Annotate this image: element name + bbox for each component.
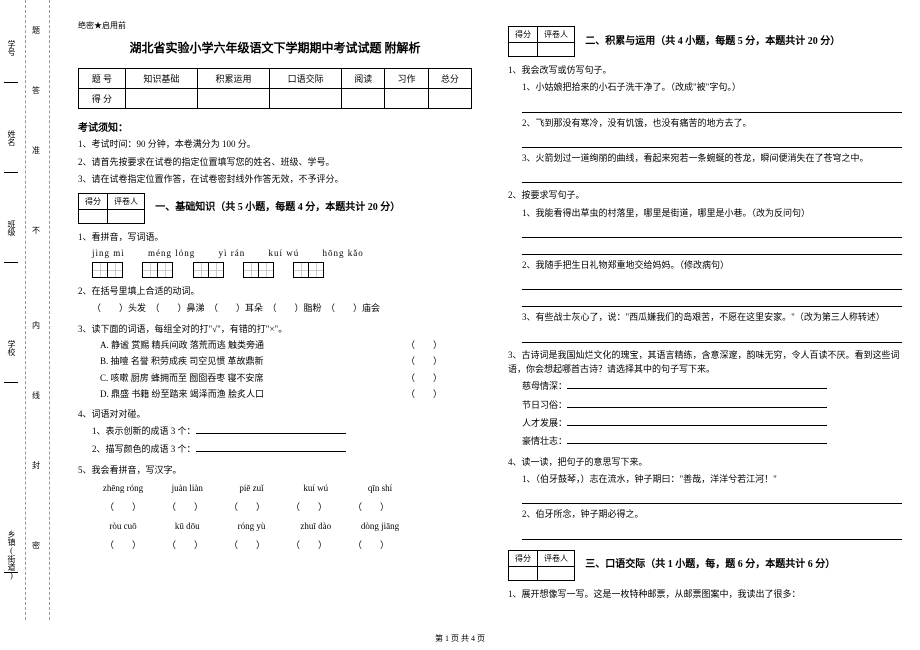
section-2-header: 得分评卷人 二、积累与运用（共 4 小题，每题 5 分，本题共计 20 分） xyxy=(508,26,902,57)
q2-2c: 3、有些战士灰心了，说："西瓜嫌我们的岛艰苦，不愿在这里安家。"（改为第三人称转… xyxy=(522,310,902,325)
q2-3-item: 慈母情深： xyxy=(522,379,902,394)
notice-item: 3、请在试卷指定位置作答，在试卷密封线外作答无效，不予评分。 xyxy=(78,173,472,187)
q2-4a: 1、（伯牙鼓琴，）志在流水，钟子期曰："善哉，洋洋兮若江河！" xyxy=(522,472,902,487)
q2-1c: 3、火箭划过一道绚丽的曲线，看起来宛若一条蜿蜒的苍龙，瞬间便消失在了苍穹之中。 xyxy=(522,151,902,166)
answer-line xyxy=(522,276,902,290)
q1-5: 5、我会看拼音，写汉字。 xyxy=(78,463,472,477)
left-column: 绝密★启用前 湖北省实验小学六年级语文下学期期中考试试题 附解析 题 号 知识基… xyxy=(50,0,490,620)
q2-3: 3、古诗词是我国灿烂文化的瑰宝，其语言精练，含意深邃，韵味无穷，令人百读不厌。看… xyxy=(508,348,902,377)
q1-1: 1、看拼音，写词语。 xyxy=(78,230,472,244)
exam-title: 湖北省实验小学六年级语文下学期期中考试试题 附解析 xyxy=(78,39,472,56)
seal-char: 密 xyxy=(32,540,40,551)
q2-1: 1、我会改写或仿写句子。 xyxy=(508,63,902,77)
section-1-header: 得分评卷人 一、基础知识（共 5 小题，每题 4 分，本题共计 20 分） xyxy=(78,193,472,224)
section-3-title: 三、口语交际（共 1 小题，每，题 6 分，本题共计 6 分） xyxy=(585,555,835,570)
notice-item: 2、请首先按要求在试卷的指定位置填写您的姓名、班级、学号。 xyxy=(78,156,472,170)
pinyin-grid-2: ròu cuō kū dōu róng yù zhuī dào dòng jiā… xyxy=(92,518,472,534)
answer-line xyxy=(522,329,902,343)
secret-label: 绝密★启用前 xyxy=(78,20,472,31)
binding-field-label: 姓名 xyxy=(6,130,17,146)
q2-4b: 2、伯牙所念，钟子期必得之。 xyxy=(522,507,902,522)
q1-3: 3、读下面的词语，每组全对的打"√"，有错的打"×"。 xyxy=(78,322,472,336)
score-box: 得分评卷人 xyxy=(78,193,145,224)
q2-2b: 2、我随手把生日礼物郑重地交给妈妈。（修改病句） xyxy=(522,258,902,273)
binding-field-label: 学校 xyxy=(6,340,17,356)
answer-line xyxy=(522,99,902,113)
q1-4: 4、词语对对碰。 xyxy=(78,407,472,421)
opt-b: B. 抽噎 名誉 积劳成疾 司空见惯 革故鼎新（ ） xyxy=(100,354,472,368)
q3-1: 1、展开想像写一写。这是一枚特种邮票，从邮票图案中，我读出了很多： xyxy=(508,587,902,601)
notice-heading: 考试须知： xyxy=(78,119,472,134)
table-row: 得 分 xyxy=(79,89,472,109)
pinyin-grid-1: zhēng róng juàn liàn piē zuǐ kuí wú qīn … xyxy=(92,480,472,496)
section-3-header: 得分评卷人 三、口语交际（共 1 小题，每，题 6 分，本题共计 6 分） xyxy=(508,550,902,581)
seal-char: 题 xyxy=(32,25,40,36)
seal-char: 封 xyxy=(32,460,40,471)
q2-3-item: 人才发展： xyxy=(522,416,902,431)
q1-2: 2、在括号里填上合适的动词。 xyxy=(78,284,472,298)
opt-c: C. 咳嗽 厨房 蜂拥而至 囫囵吞枣 寝不安席（ ） xyxy=(100,371,472,385)
score-box: 得分评卷人 xyxy=(508,550,575,581)
q2-4: 4、读一读，把句子的意思写下来。 xyxy=(508,455,902,469)
answer-line xyxy=(522,241,902,255)
seal-char: 内 xyxy=(32,320,40,331)
seal-char: 不 xyxy=(32,225,40,236)
seal-char: 答 xyxy=(32,85,40,96)
q2-1b: 2、飞到那没有寒冷，没有饥饿，也没有痛苦的地方去了。 xyxy=(522,116,902,131)
answer-line xyxy=(522,293,902,307)
table-row: 题 号 知识基础 积累运用 口语交际 阅读 习作 总分 xyxy=(79,69,472,89)
binding-field-label: 班级 xyxy=(6,220,17,236)
answer-line xyxy=(522,526,902,540)
answer-line xyxy=(522,134,902,148)
binding-line xyxy=(25,0,26,620)
answer-line xyxy=(522,224,902,238)
score-summary-table: 题 号 知识基础 积累运用 口语交际 阅读 习作 总分 得 分 xyxy=(78,68,472,109)
opt-a: A. 静谧 赏赐 精兵间政 落荒而逃 触类旁通（ ） xyxy=(100,338,472,352)
binding-margin: 学号姓名班级学校乡镇(街道)题答准不内线封密 xyxy=(0,0,50,620)
q1-4b: 2、描写颜色的成语 3 个： xyxy=(92,442,472,457)
opt-d: D. 鼎盛 书籍 纷至踏来 竭泽而渔 脍炙人口（ ） xyxy=(100,387,472,401)
q1-4a: 1、表示创新的成语 3 个： xyxy=(92,424,472,439)
q2-1a: 1、小姑娘把拾来的小石子洗干净了。（改成"被"字句。） xyxy=(522,80,902,95)
binding-field-label: 学号 xyxy=(6,40,17,56)
seal-char: 线 xyxy=(32,390,40,401)
pinyin-row: jìng mì méng lóng yì rán kuí wú hōng kǎo xyxy=(92,248,472,258)
page-footer: 第 1 页 共 4 页 xyxy=(0,633,920,644)
score-box: 得分评卷人 xyxy=(508,26,575,57)
answer-line xyxy=(522,169,902,183)
q1-2-blanks: （ ）头发 （ ）鼻涕 （ ）耳朵 （ ）脂粉 （ ）庙会 xyxy=(92,301,472,316)
answer-line xyxy=(522,490,902,504)
q2-2a: 1、我能看得出草虫的村落里，哪里是街道，哪里是小巷。（改为反问句） xyxy=(522,206,902,221)
seal-char: 准 xyxy=(32,145,40,156)
q2-2: 2、按要求写句子。 xyxy=(508,188,902,202)
right-column: 得分评卷人 二、积累与运用（共 4 小题，每题 5 分，本题共计 20 分） 1… xyxy=(490,0,920,620)
section-1-title: 一、基础知识（共 5 小题，每题 4 分，本题共计 20 分） xyxy=(155,198,400,213)
char-box-row xyxy=(92,262,472,278)
q2-3-item: 豪情壮志： xyxy=(522,434,902,449)
notice-item: 1、考试时间：90 分钟，本卷满分为 100 分。 xyxy=(78,138,472,152)
paren-row-2: （ ）（ ）（ ）（ ）（ ） xyxy=(92,537,472,553)
q2-3-item: 节日习俗： xyxy=(522,398,902,413)
paren-row-1: （ ）（ ）（ ）（ ）（ ） xyxy=(92,499,472,515)
section-2-title: 二、积累与运用（共 4 小题，每题 5 分，本题共计 20 分） xyxy=(585,32,840,47)
page: 学号姓名班级学校乡镇(街道)题答准不内线封密 绝密★启用前 湖北省实验小学六年级… xyxy=(0,0,920,620)
